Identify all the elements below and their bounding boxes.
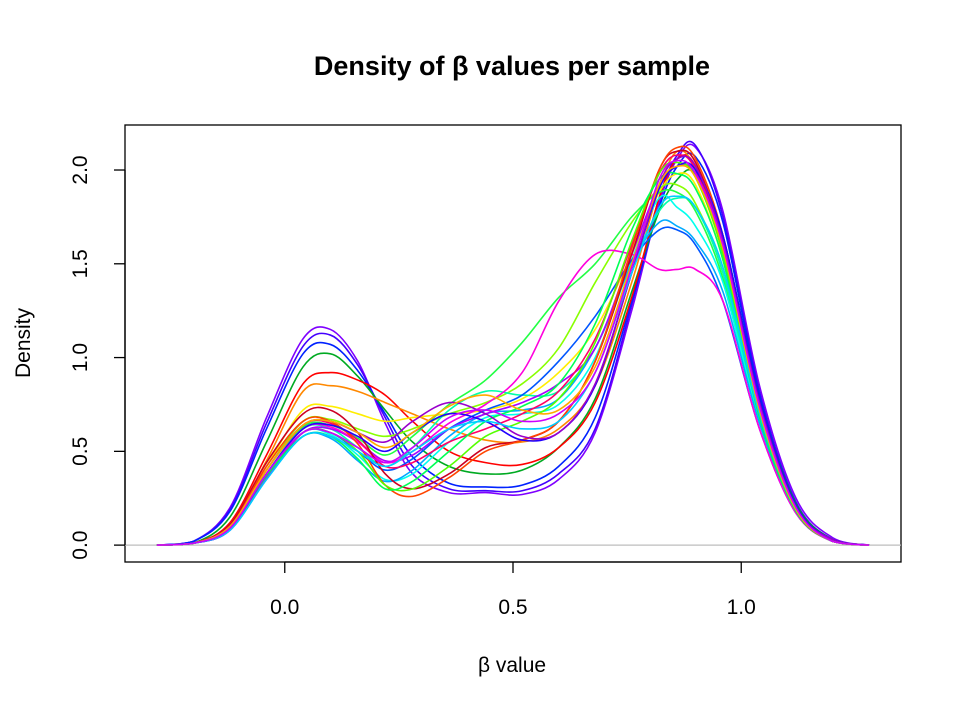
x-axis: 0.0 0.5 1.0 bbox=[270, 561, 756, 619]
density-line-6 bbox=[156, 149, 870, 546]
density-line-2 bbox=[156, 140, 870, 546]
series-layer bbox=[156, 140, 870, 546]
x-tick-label: 0.0 bbox=[270, 596, 299, 619]
chart-title: Density of β values per sample bbox=[314, 51, 710, 81]
x-tick-label: 0.5 bbox=[498, 596, 527, 619]
density-line-14 bbox=[156, 163, 870, 546]
density-line-3 bbox=[156, 152, 870, 546]
y-tick-label: 0.5 bbox=[69, 437, 92, 466]
x-axis-label: β value bbox=[478, 654, 546, 677]
density-line-13 bbox=[156, 226, 870, 546]
density-line-18 bbox=[156, 145, 870, 546]
density-line-24 bbox=[156, 164, 870, 546]
density-line-7 bbox=[156, 172, 870, 546]
density-line-8 bbox=[156, 182, 870, 546]
density-line-17 bbox=[156, 149, 870, 546]
y-axis-label: Density bbox=[12, 307, 35, 378]
density-line-10 bbox=[156, 196, 870, 546]
y-tick-label: 2.0 bbox=[69, 155, 92, 184]
density-line-1 bbox=[156, 143, 870, 546]
y-tick-label: 1.5 bbox=[69, 249, 92, 278]
y-tick-label: 0.0 bbox=[69, 531, 92, 560]
density-line-25 bbox=[156, 159, 870, 546]
x-tick-label: 1.0 bbox=[727, 596, 756, 619]
density-line-11 bbox=[156, 194, 870, 546]
density-line-4 bbox=[156, 168, 870, 546]
y-tick-label: 1.0 bbox=[69, 343, 92, 372]
y-axis: 0.0 0.5 1.0 1.5 2.0 bbox=[69, 155, 126, 560]
density-line-20 bbox=[156, 171, 870, 546]
density-line-23 bbox=[156, 195, 870, 546]
